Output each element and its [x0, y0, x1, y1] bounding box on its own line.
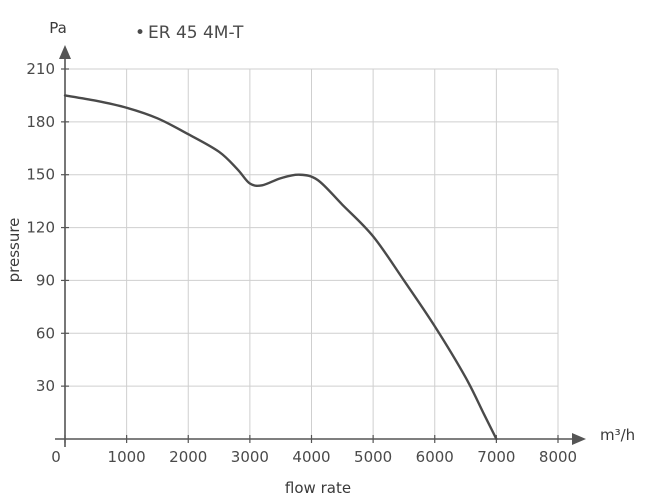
x-axis-arrow — [572, 433, 586, 445]
series-line — [63, 94, 498, 441]
y-tick-label: 90 — [36, 271, 55, 289]
y-axis-arrow — [59, 45, 71, 59]
legend: • ER 45 4M-T — [135, 23, 244, 43]
y-tick-label: 150 — [26, 166, 55, 184]
x-axis-title: flow rate — [285, 479, 351, 497]
x-tick-label: 5000 — [354, 448, 392, 466]
x-tick-label: 2000 — [169, 448, 207, 466]
y-tick-label: 120 — [26, 219, 55, 237]
series-group — [63, 94, 498, 441]
grid — [65, 68, 559, 439]
legend-marker: • — [135, 23, 145, 43]
x-unit-label: m³/h — [600, 426, 635, 444]
y-unit-label: Pa — [49, 19, 67, 37]
x-tick-label: 7000 — [477, 448, 515, 466]
y-tick-label: 60 — [36, 324, 55, 342]
y-tick-label: 180 — [26, 113, 55, 131]
y-tick-label: 30 — [36, 377, 55, 395]
legend-entry: ER 45 4M-T — [148, 23, 244, 43]
axes — [55, 45, 586, 447]
x-tick-label: 0 — [51, 448, 61, 466]
x-tick-label: 8000 — [539, 448, 577, 466]
x-tick-label: 6000 — [416, 448, 454, 466]
y-axis-title: pressure — [5, 218, 23, 283]
x-tick-label: 4000 — [292, 448, 330, 466]
x-tick-label: 1000 — [108, 448, 146, 466]
y-tick-label: 210 — [26, 60, 55, 78]
x-tick-label: 3000 — [231, 448, 269, 466]
y-tick-labels: 30 60 90 120 150 180 210 — [26, 60, 69, 395]
x-tick-labels: 0 1000 2000 3000 4000 5000 6000 7000 8000 — [51, 435, 577, 466]
